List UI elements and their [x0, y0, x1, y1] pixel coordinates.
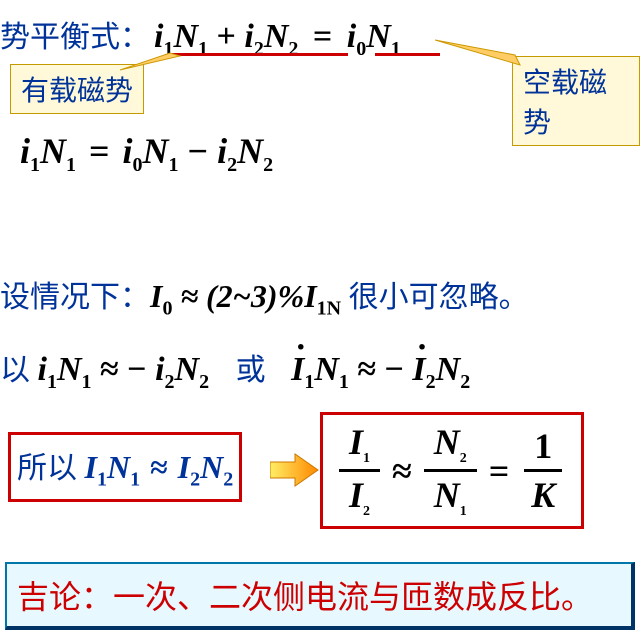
connector-left	[120, 48, 220, 78]
condition-line: 设情况下：I0 ≈ (2~3)%I1N 很小可忽略。	[0, 272, 529, 320]
result-box-1: 所以 I1N1 ≈ I2N2	[8, 432, 242, 502]
derived-equation: i1N1 = i0N1 − i2N2	[20, 130, 273, 177]
condition-label: 设情况下：	[0, 281, 150, 314]
underline-right	[375, 53, 440, 56]
approximation-line: 以 i1N1 ≈ − i2N2 或 I1N1 ≈ − I2N2	[0, 345, 470, 394]
implies-arrow-icon	[270, 450, 320, 490]
result-box-2: I1I2 ≈ N2N1 = 1K	[320, 412, 584, 529]
connector-right	[435, 30, 555, 75]
condition-post: 很小可忽略。	[341, 281, 529, 314]
conclusion-box: 吉论：一次、二次侧电流与匝数成反比。	[5, 562, 635, 630]
